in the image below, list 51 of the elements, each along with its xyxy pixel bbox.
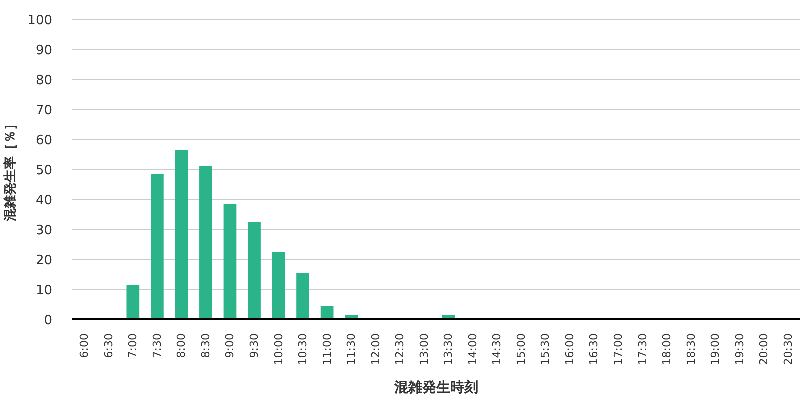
x-tick-label: 20:30 (782, 333, 795, 366)
bar (175, 150, 188, 320)
x-tick-label: 20:00 (758, 333, 771, 366)
x-tick-label: 13:00 (418, 333, 431, 366)
bar (200, 166, 212, 320)
y-tick-label: 40 (36, 194, 53, 208)
x-tick-label: 6:00 (78, 334, 92, 358)
x-tick-label: 7:00 (126, 334, 140, 358)
bar (151, 174, 164, 320)
y-axis-title: 混雑発生率［％］ (2, 118, 19, 222)
y-tick-label: 100 (28, 14, 53, 28)
y-tick-label: 30 (36, 224, 53, 238)
y-tick-label: 10 (36, 284, 53, 298)
x-tick-label: 10:00 (272, 333, 286, 366)
x-tick-label: 12:00 (369, 333, 382, 366)
x-tick-label: 15:00 (514, 333, 528, 366)
x-tick-label: 16:00 (563, 333, 576, 366)
x-tick-label: 19:30 (733, 333, 746, 366)
bar (224, 204, 237, 320)
y-tick-label: 0 (44, 314, 53, 328)
x-tick-label: 16:30 (588, 333, 601, 366)
x-tick-label: 13:30 (442, 333, 456, 366)
x-tick-label: 9:00 (224, 334, 237, 358)
y-tick-label: 80 (36, 74, 53, 88)
x-tick-label: 17:30 (636, 333, 650, 366)
y-tick-label: 90 (36, 44, 53, 58)
x-tick-label: 15:30 (539, 333, 552, 366)
x-axis-title: 混雑発生時刻 (394, 379, 478, 396)
x-tick-label: 12:30 (394, 333, 407, 366)
y-tick-label: 50 (36, 164, 53, 178)
x-tick-label: 11:30 (345, 333, 358, 366)
x-tick-label: 9:30 (248, 334, 261, 358)
x-tick-label: 7:30 (150, 334, 164, 358)
x-tick-label: 6:30 (102, 334, 116, 358)
bar (272, 252, 286, 320)
bar (248, 222, 261, 320)
x-tick-label: 14:00 (466, 333, 480, 366)
x-tick-label: 10:30 (296, 333, 310, 366)
x-tick-label: 8:30 (199, 334, 212, 358)
bar (126, 285, 140, 320)
bar (296, 273, 310, 320)
x-tick-label: 19:00 (709, 333, 722, 366)
x-tick-label: 17:00 (612, 333, 625, 366)
x-tick-label: 18:30 (684, 333, 698, 366)
x-tick-label: 11:00 (320, 333, 334, 366)
y-tick-label: 20 (36, 254, 53, 268)
y-tick-label: 70 (36, 104, 53, 118)
y-tick-label: 60 (36, 134, 53, 148)
x-tick-label: 18:00 (660, 333, 674, 366)
x-tick-label: 14:30 (490, 333, 504, 366)
x-tick-label: 8:00 (175, 334, 188, 358)
